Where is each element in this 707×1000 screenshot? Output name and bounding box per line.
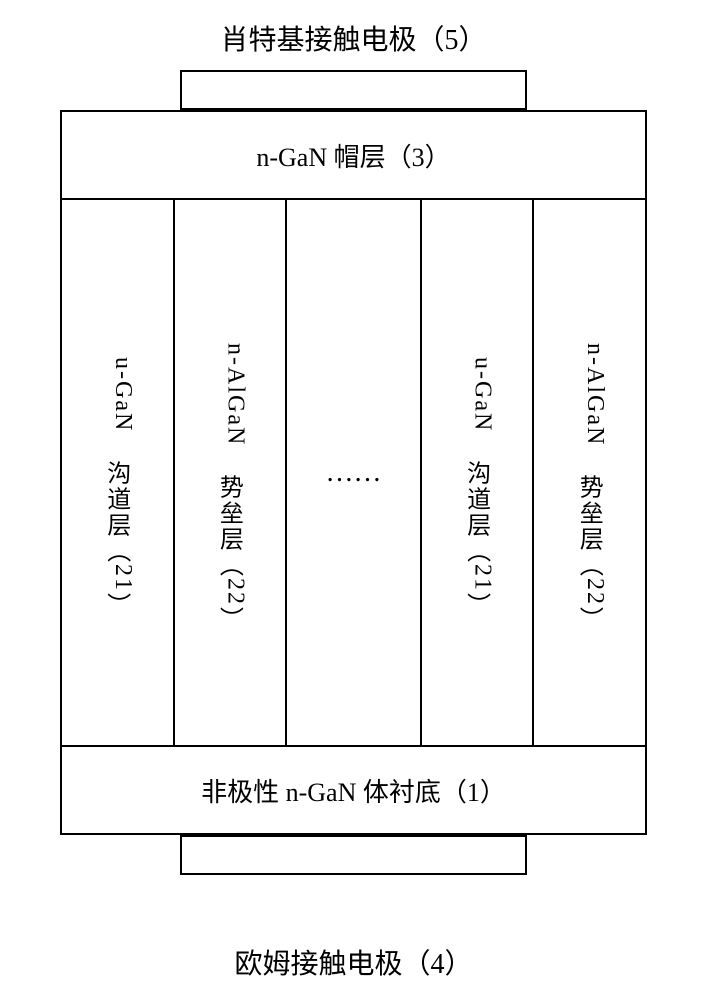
barrier-layer-1-text: n-AlGaN 势垒层（22） bbox=[211, 343, 248, 632]
channel-layer-1-text: u-GaN 沟道层（21） bbox=[99, 357, 136, 618]
channel-layer-2-text: u-GaN 沟道层（21） bbox=[459, 357, 496, 618]
bottom-electrode-label: 欧姆接触电极（4） bbox=[0, 942, 707, 982]
barrier-layer-2-text: n-AlGaN 势垒层（22） bbox=[571, 343, 608, 632]
cap-layer: n-GaN 帽层（3） bbox=[60, 110, 647, 200]
channel-layer-1: u-GaN 沟道层（21） bbox=[62, 200, 175, 745]
device-stack: n-GaN 帽层（3） u-GaN 沟道层（21） n-AlGaN 势垒层（22… bbox=[60, 70, 647, 875]
schottky-electrode bbox=[180, 70, 527, 110]
ohmic-electrode bbox=[180, 835, 527, 875]
multilayer-region: u-GaN 沟道层（21） n-AlGaN 势垒层（22） …… u-GaN 沟… bbox=[60, 200, 647, 745]
substrate-layer: 非极性 n-GaN 体衬底（1） bbox=[60, 745, 647, 835]
channel-layer-2: u-GaN 沟道层（21） bbox=[422, 200, 535, 745]
top-electrode-label: 肖特基接触电极（5） bbox=[0, 18, 707, 58]
barrier-layer-2: n-AlGaN 势垒层（22） bbox=[534, 200, 645, 745]
barrier-layer-1: n-AlGaN 势垒层（22） bbox=[175, 200, 288, 745]
ellipsis: …… bbox=[287, 200, 422, 745]
